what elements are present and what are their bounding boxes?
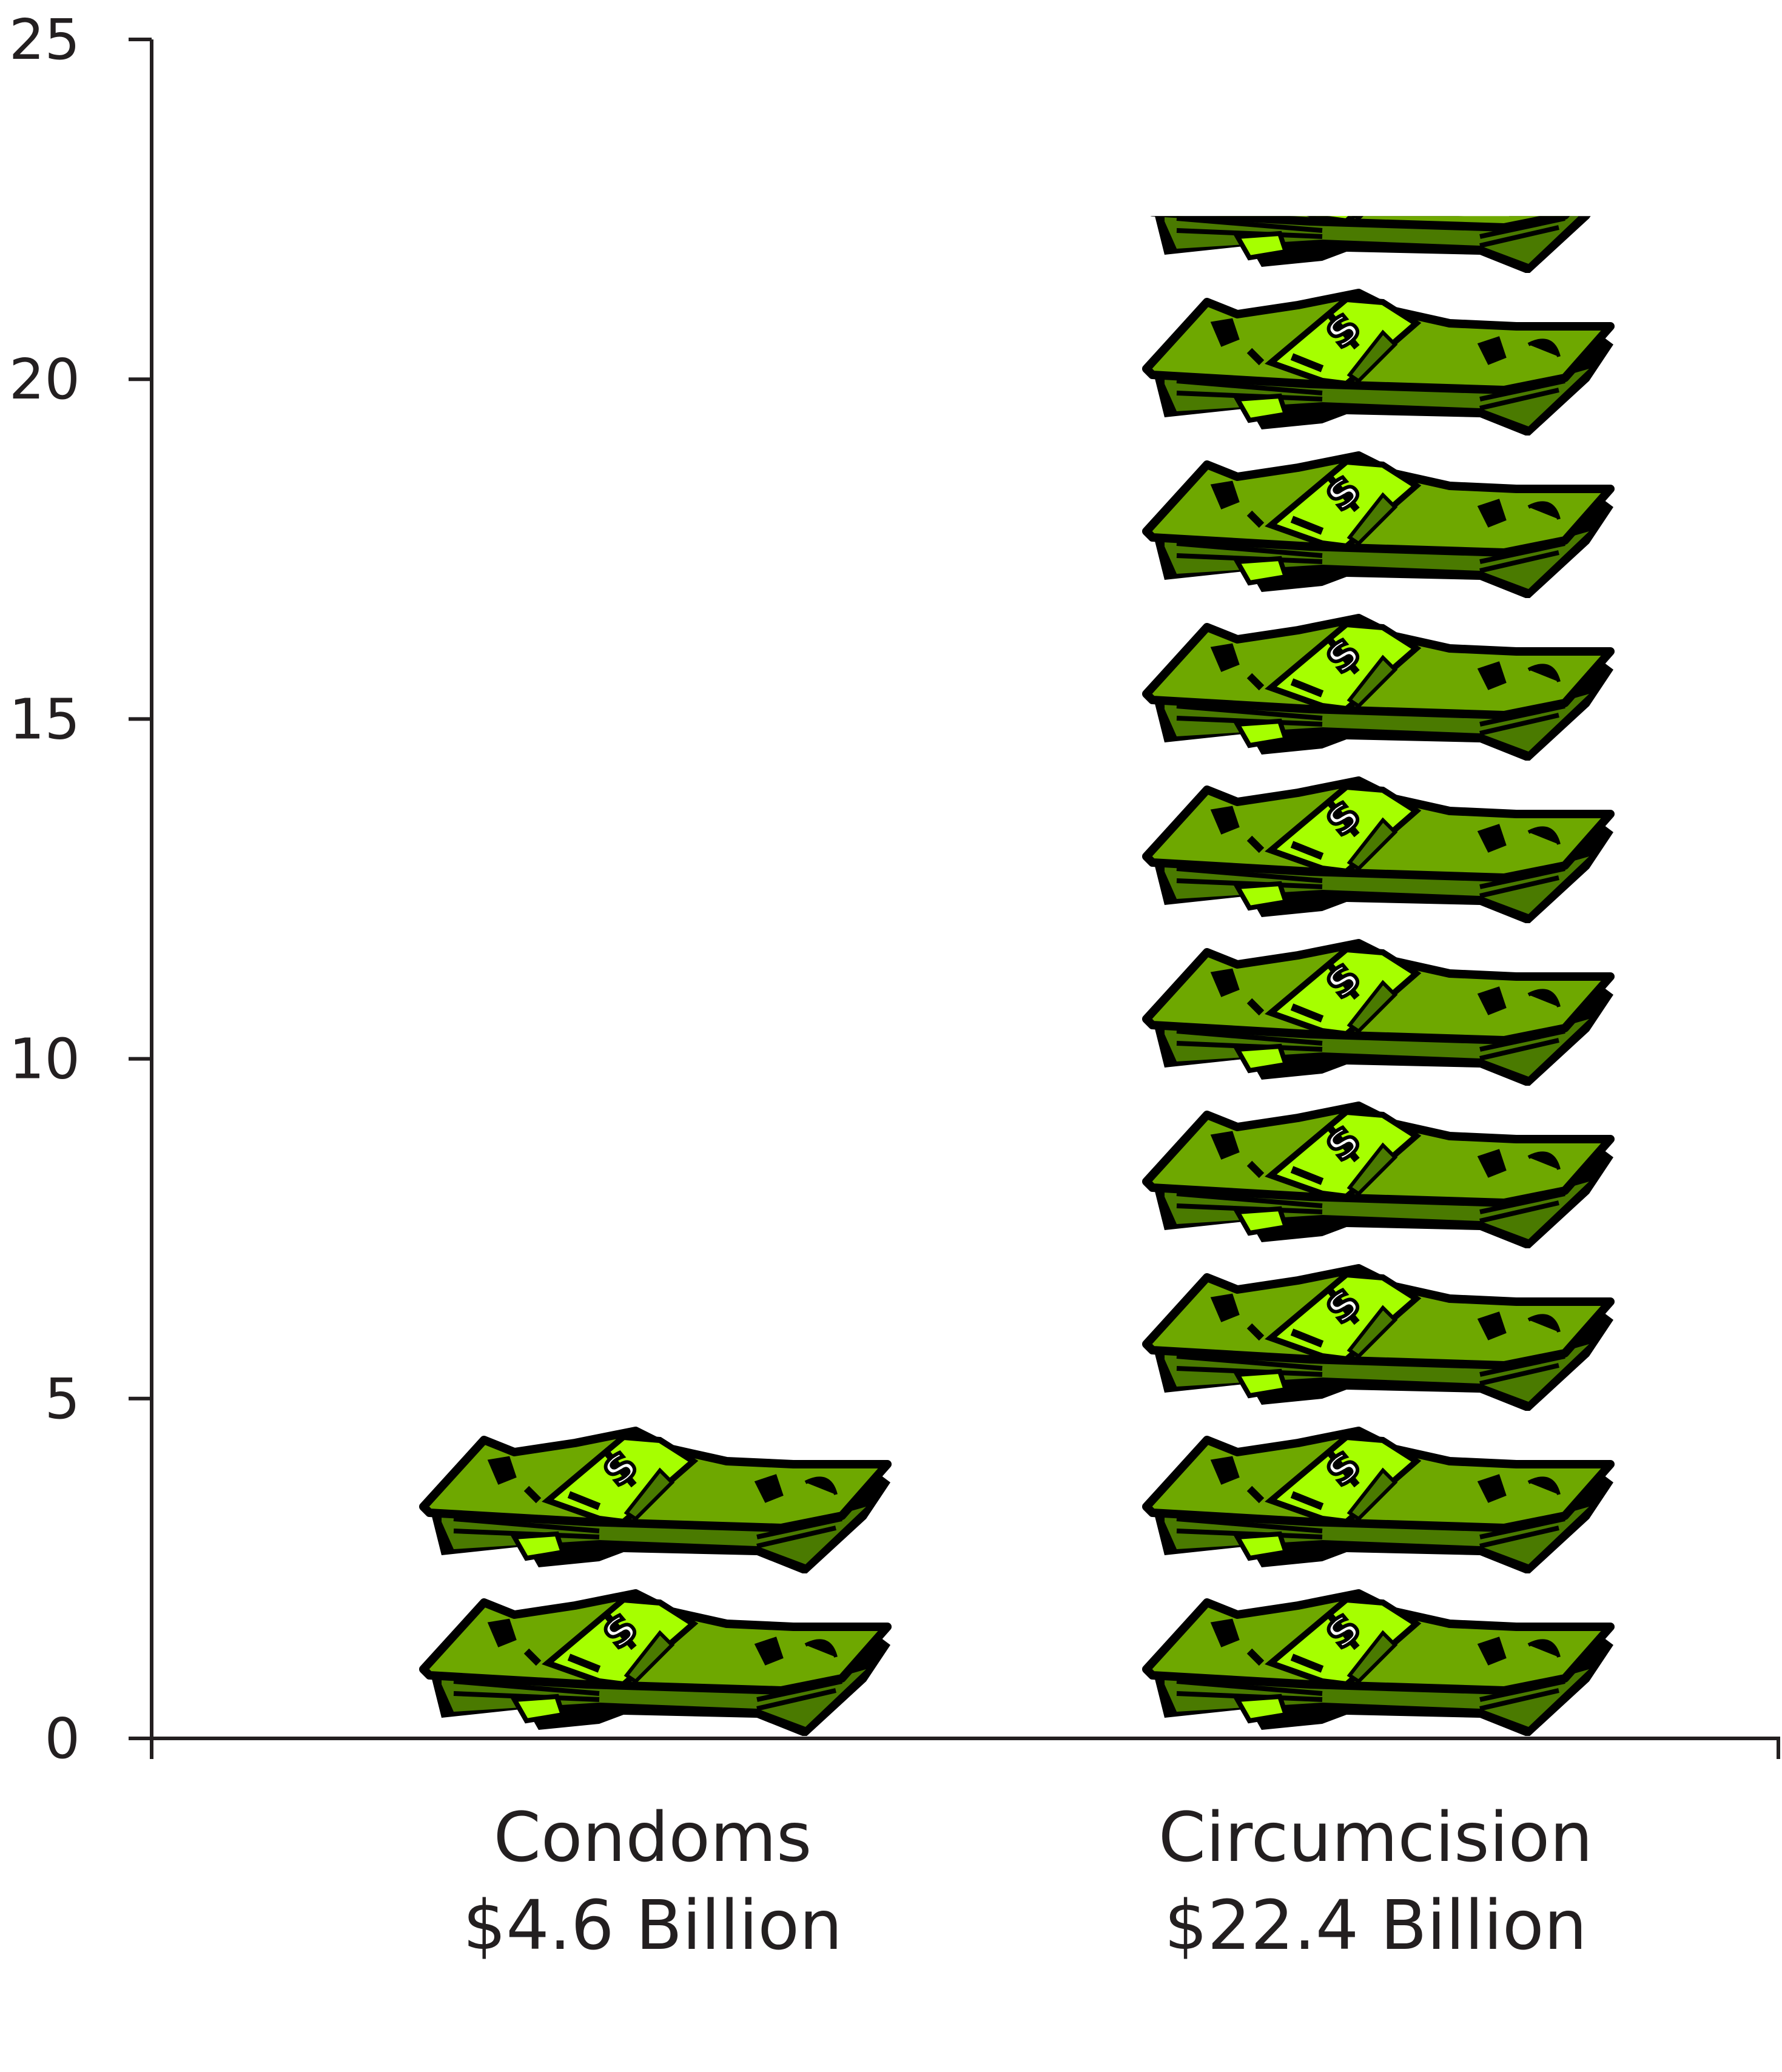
y-axis: 0 5 10 15 20 25: [9, 7, 153, 1771]
y-tick-label: 25: [9, 7, 80, 72]
value-label: $4.6 Billion: [463, 1886, 842, 1965]
y-tick-label: 10: [9, 1027, 80, 1092]
y-tick-label: 0: [44, 1706, 80, 1771]
money-stack-icon: [1146, 1106, 1613, 1250]
money-stack-icon: [1146, 618, 1613, 762]
category-label: Circumcision: [1158, 1798, 1593, 1877]
money-stack-icon: [1146, 943, 1613, 1087]
bar-stacks: [423, 130, 1613, 1737]
money-stack-icon: [1146, 130, 1613, 274]
bar-circumcision: [1146, 130, 1613, 1737]
x-axis-labels: Condoms $4.6 Billion Circumcision $22.4 Bil…: [463, 1798, 1593, 1965]
y-tick-label: 20: [9, 347, 80, 412]
money-stack-icon: [423, 1593, 890, 1737]
money-stack-icon: [423, 1431, 890, 1575]
category-label: Condoms: [494, 1798, 812, 1877]
value-label: $22.4 Billion: [1164, 1886, 1587, 1965]
money-stack-icon: [1146, 1431, 1613, 1575]
y-tick-label: 5: [44, 1367, 80, 1431]
bar-condoms: [423, 1431, 890, 1737]
money-stack-icon: [1146, 1593, 1613, 1737]
money-stack-icon: [1146, 781, 1613, 924]
money-stack-icon: [1146, 293, 1613, 437]
money-stack-icon: [1146, 456, 1613, 599]
y-tick-label: 15: [9, 687, 80, 752]
money-stack-icon: [1146, 1268, 1613, 1412]
